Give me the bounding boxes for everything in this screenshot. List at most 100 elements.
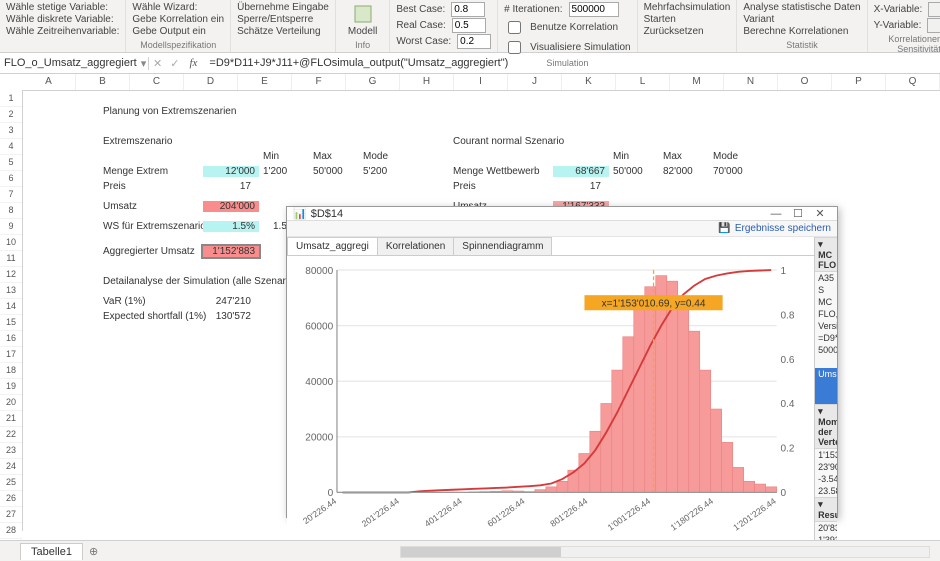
col-header[interactable]: F <box>292 74 346 90</box>
row-header[interactable]: 8 <box>0 203 22 219</box>
row-header[interactable]: 3 <box>0 123 22 139</box>
add-sheet-button[interactable]: ⊕ <box>89 545 98 558</box>
cell-highlight: 204'000 <box>203 201 259 212</box>
row-header[interactable]: 1 <box>0 91 22 107</box>
row-header[interactable]: 15 <box>0 315 22 331</box>
svg-text:60000: 60000 <box>305 321 333 332</box>
row-header[interactable]: 5 <box>0 155 22 171</box>
panel-section: ▾ MC FLO <box>815 237 837 272</box>
col-header[interactable]: H <box>400 74 454 90</box>
cells-area[interactable]: Planung von Extremszenarien Extremszenar… <box>23 91 940 531</box>
row-header[interactable]: 7 <box>0 187 22 203</box>
minimize-button[interactable]: — <box>765 208 787 220</box>
svg-text:1'201'226.44: 1'201'226.44 <box>731 496 778 533</box>
cell: 82'000 <box>663 166 693 177</box>
real-case-label: Real Case: <box>396 20 445 31</box>
col-header[interactable]: J <box>508 74 562 90</box>
ribbon-item[interactable]: Wähle diskrete Variable: <box>6 14 114 25</box>
row-header[interactable]: 28 <box>0 523 22 539</box>
col-header[interactable]: K <box>562 74 616 90</box>
row-header[interactable]: 17 <box>0 347 22 363</box>
row-header[interactable]: 14 <box>0 299 22 315</box>
popup-titlebar[interactable]: 📊 $D$14 — ☐ ✕ <box>287 207 837 221</box>
row-header[interactable]: 26 <box>0 491 22 507</box>
ribbon-item: Analyse statistische Daten <box>743 2 860 13</box>
row-header[interactable]: 21 <box>0 411 22 427</box>
tab-korrelationen[interactable]: Korrelationen <box>377 237 454 255</box>
chart-tabs: Umsatz_aggregi Korrelationen Spinnendiag… <box>287 237 814 256</box>
visualisiere-checkbox[interactable] <box>508 41 521 54</box>
ribbon-item[interactable]: Wähle Wizard: <box>132 2 197 13</box>
best-case-input[interactable] <box>451 2 485 17</box>
ribbon: Wähle stetige Variable: Wähle diskrete V… <box>0 0 940 53</box>
h-scrollbar[interactable] <box>400 546 930 558</box>
row-header[interactable]: 4 <box>0 139 22 155</box>
worst-case-input[interactable] <box>457 34 491 49</box>
real-case-input[interactable] <box>452 18 486 33</box>
tab-umsatz[interactable]: Umsatz_aggregi <box>287 237 378 255</box>
ribbon-item[interactable]: Gebe Output ein <box>132 26 205 37</box>
sheet-tab[interactable]: Tabelle1 <box>20 543 83 560</box>
row-header[interactable]: 18 <box>0 363 22 379</box>
col-header[interactable]: L <box>616 74 670 90</box>
col-header[interactable]: D <box>184 74 238 90</box>
col-header[interactable]: G <box>346 74 400 90</box>
panel-row: Minimum20'832.08 <box>815 522 837 534</box>
ribbon-item[interactable]: Wähle stetige Variable: <box>6 2 108 13</box>
row-header[interactable]: 2 <box>0 107 22 123</box>
name-box[interactable]: FLO_o_Umsatz_aggregiert▾ <box>0 57 149 70</box>
col-header[interactable]: E <box>238 74 292 90</box>
row-header[interactable]: 23 <box>0 443 22 459</box>
row-header[interactable]: 19 <box>0 379 22 395</box>
col-header[interactable]: I <box>454 74 508 90</box>
row-header[interactable]: 9 <box>0 219 22 235</box>
fx-icon[interactable]: fx <box>183 57 203 69</box>
svg-text:20'226.44: 20'226.44 <box>301 496 338 526</box>
row-header[interactable]: 24 <box>0 459 22 475</box>
ribbon-item[interactable]: Mehrfachsimulation <box>644 2 731 13</box>
row-header[interactable]: 25 <box>0 475 22 491</box>
ribbon-item[interactable]: Übernehme Eingabe <box>237 2 329 13</box>
benutze-korrelation-checkbox[interactable] <box>508 21 521 34</box>
chart-area: Umsatz_aggregi Korrelationen Spinnendiag… <box>287 237 814 561</box>
iter-input[interactable] <box>569 2 619 17</box>
row-header[interactable]: 6 <box>0 171 22 187</box>
modell-label: Modell <box>348 26 377 37</box>
cell: 17 <box>203 181 251 192</box>
col-header[interactable]: A <box>22 74 76 90</box>
maximize-button[interactable]: ☐ <box>787 207 809 220</box>
ribbon-item[interactable]: Zurücksetzen <box>644 26 704 37</box>
formula-input[interactable]: =D9*D11+J9*J11+@FLOsimula_output("Umsatz… <box>203 57 940 69</box>
col-header[interactable]: B <box>76 74 130 90</box>
ribbon-item[interactable]: Schätze Verteilung <box>237 26 320 37</box>
row-header[interactable]: 27 <box>0 507 22 523</box>
col-header[interactable]: N <box>724 74 778 90</box>
ribbon-item[interactable]: Wähle Zeitreihenvariable: <box>6 26 119 37</box>
modell-button[interactable]: Modell <box>342 2 383 39</box>
row-header[interactable]: 10 <box>0 235 22 251</box>
col-header[interactable]: P <box>832 74 886 90</box>
row-header[interactable]: 12 <box>0 267 22 283</box>
svg-text:1: 1 <box>780 266 786 277</box>
ribbon-item[interactable]: Gebe Korrelation ein <box>132 14 224 25</box>
row-header[interactable]: 11 <box>0 251 22 267</box>
col-header[interactable]: Q <box>886 74 940 90</box>
cell: Courant normal Szenario <box>453 136 564 147</box>
panel-row: Name der VeUmsatz_aggre <box>815 368 837 404</box>
row-header[interactable]: 13 <box>0 283 22 299</box>
tab-spinnendiagramm[interactable]: Spinnendiagramm <box>453 237 552 255</box>
close-button[interactable]: ✕ <box>809 207 831 220</box>
row-header[interactable]: 20 <box>0 395 22 411</box>
col-header[interactable]: O <box>778 74 832 90</box>
svg-text:40000: 40000 <box>305 377 333 388</box>
svg-text:0: 0 <box>780 488 786 499</box>
save-results-link[interactable]: Ergebnisse speichern <box>735 223 831 234</box>
col-header[interactable]: C <box>130 74 184 90</box>
svg-text:201'226.44: 201'226.44 <box>360 496 401 529</box>
ribbon-item[interactable]: Sperre/Entsperre <box>237 14 313 25</box>
cell: 247'210 <box>203 296 251 307</box>
col-header[interactable]: M <box>670 74 724 90</box>
ribbon-item[interactable]: Starten <box>644 14 676 25</box>
row-header[interactable]: 22 <box>0 427 22 443</box>
row-header[interactable]: 16 <box>0 331 22 347</box>
